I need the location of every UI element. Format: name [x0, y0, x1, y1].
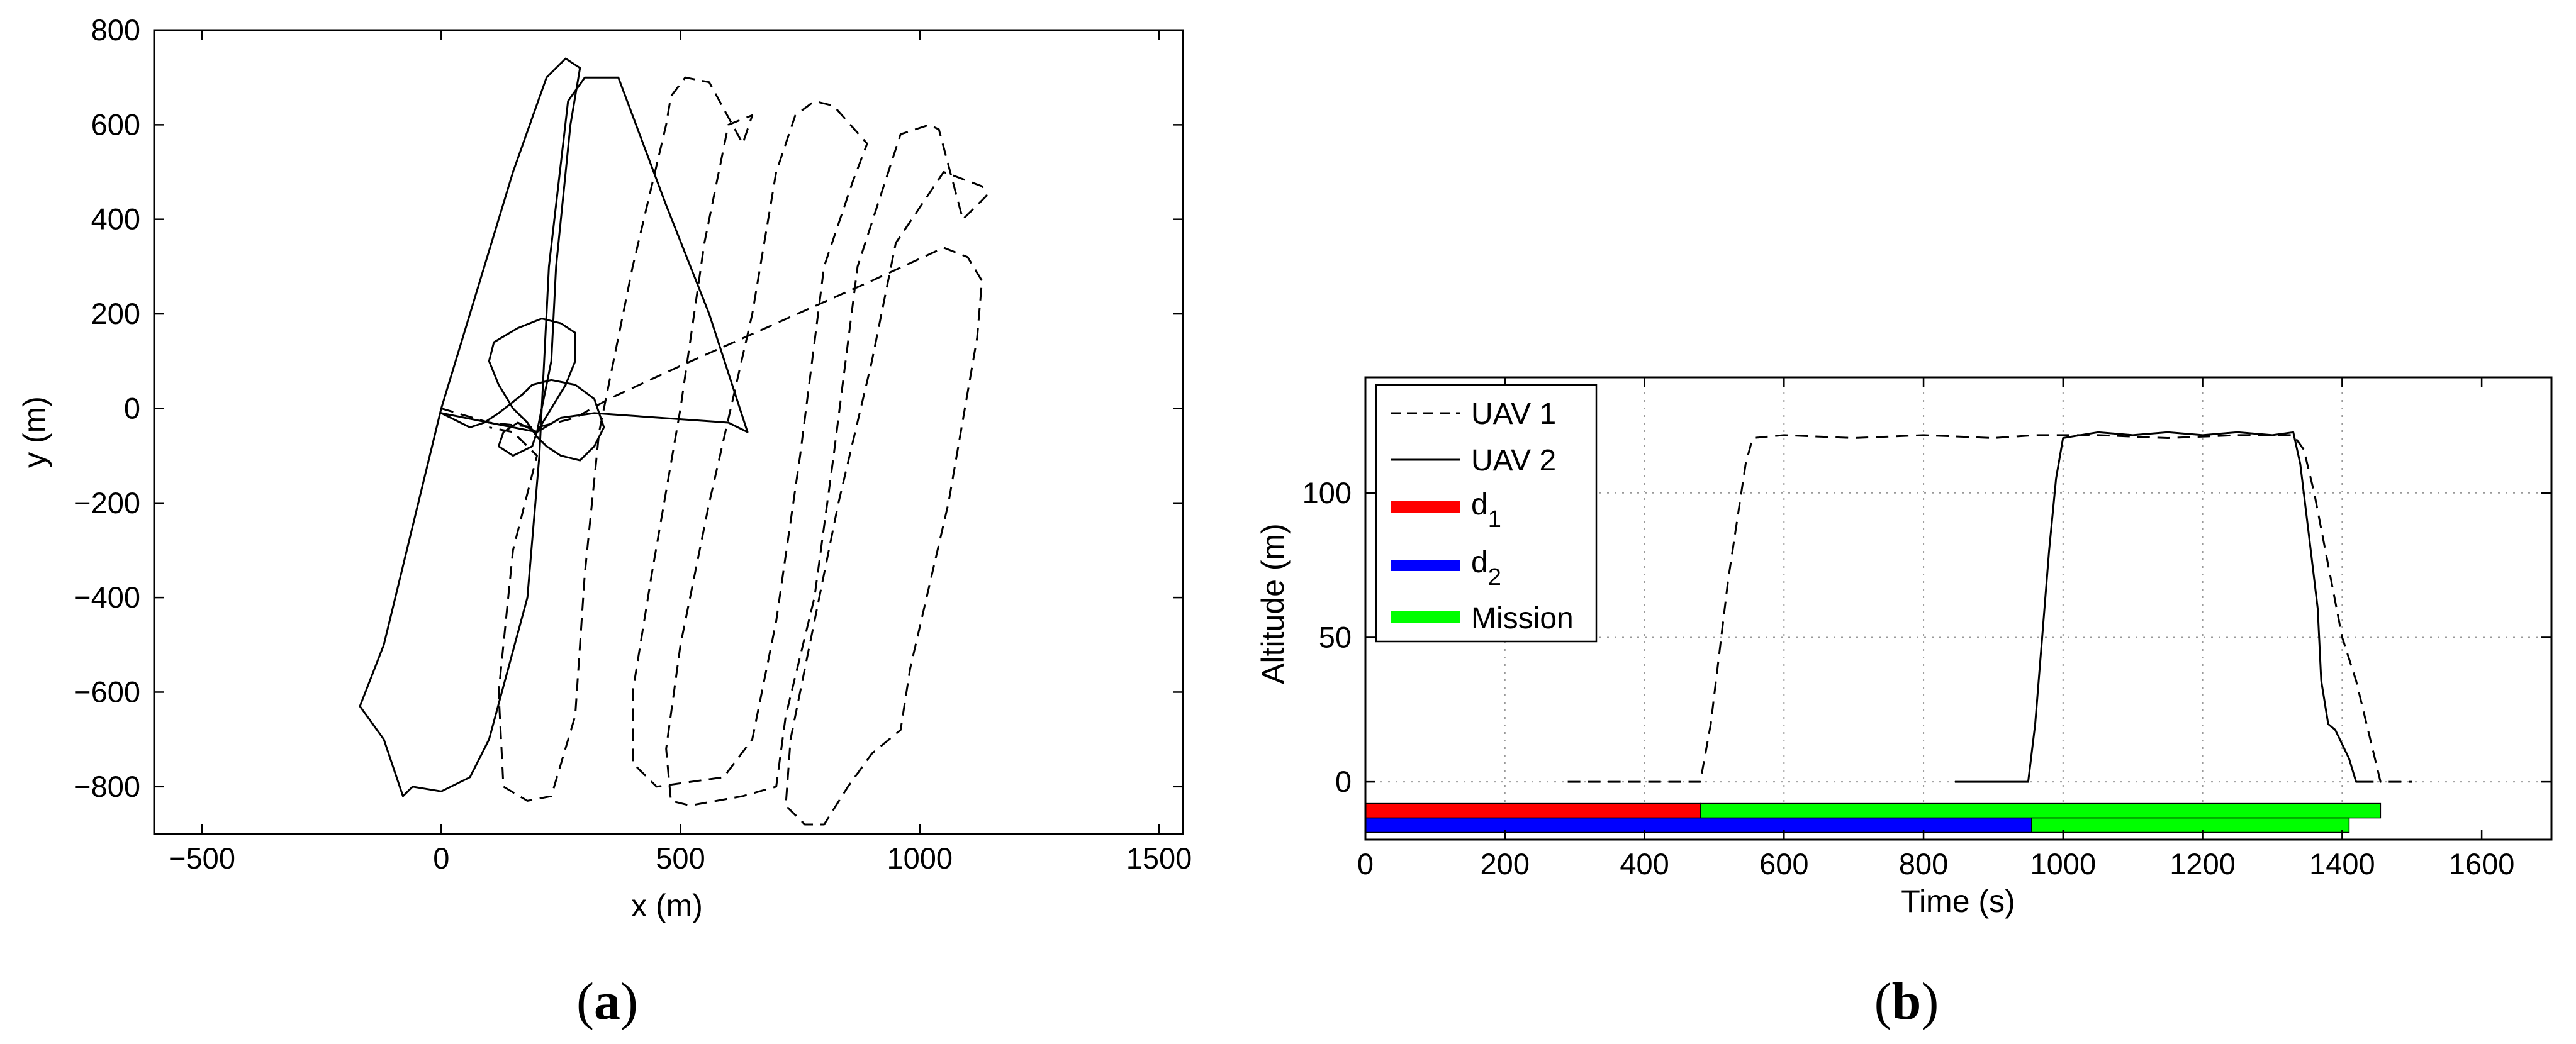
panel-a-ytick-label: 0: [124, 391, 140, 425]
panel-a-series-1-line: [440, 76, 988, 826]
panel-b-xtick-label: 1400: [2309, 847, 2375, 880]
legend-d2-letter: d: [1471, 546, 1488, 579]
panel-b-xtick-label: 800: [1899, 847, 1948, 880]
panel-a-label-open: (: [576, 972, 594, 1031]
panel-b-plot: 0 200 400 600 800 1000 1200 1400 1600 0 50 100 Time…: [1255, 376, 2553, 1031]
legend-mission-swatch: [1391, 611, 1460, 623]
panel-b-xtick-label: 0: [1357, 847, 1374, 880]
legend-mission-label: Mission: [1471, 602, 1574, 635]
panel-b-xtick-label: 1200: [2170, 847, 2236, 880]
panel-b-series-2-line: [1955, 431, 2374, 783]
panel-b-ticks: 0 200 400 600 800 1000 1200 1400 1600 0 50 100: [1302, 377, 2551, 880]
legend-d2-swatch: [1391, 560, 1460, 571]
timeline-bar-d2: [1365, 817, 2032, 833]
panel-a-ytick-label: −800: [74, 770, 140, 803]
panel-b-label-close: ): [1921, 972, 1939, 1031]
panel-b-label-open: (: [1874, 972, 1892, 1031]
panel-a-xtick-label: −500: [169, 841, 235, 875]
panel-b-xtick-label: 400: [1620, 847, 1669, 880]
panel-a-ytick-label: 600: [91, 108, 140, 141]
panel-b-xlabel: Time (s): [1901, 884, 2015, 919]
panel-a-xtick-label: 1000: [887, 841, 953, 875]
panel-a-plot: −500 0 500 1000 1500 −800 −600 −400 −200 0 200 400 6…: [17, 13, 1192, 1031]
panel-b-xtick-label: 1600: [2449, 847, 2515, 880]
panel-a-ytick-label: −400: [74, 580, 140, 614]
panel-b-xtick-label: 200: [1481, 847, 1530, 880]
panel-b-series: [1567, 431, 2412, 783]
panel-b-legend: UAV 1 UAV 2 d1 d2 Mission: [1375, 384, 1598, 643]
panel-b-label: (b): [1874, 972, 1939, 1031]
legend-d2-sub: 2: [1488, 564, 1501, 591]
legend-d2-label: d2: [1471, 546, 1501, 591]
panel-a-xlabel: x (m): [631, 888, 703, 923]
legend-d1-sub: 1: [1488, 506, 1501, 533]
timeline-bar-d1: [1365, 802, 1701, 819]
panel-b-label-letter: b: [1892, 972, 1922, 1031]
timeline-bar-mission: [1700, 802, 2382, 819]
legend-d1-label: d1: [1471, 488, 1501, 533]
timeline-bar-mission: [2031, 817, 2350, 833]
legend-d1-letter: d: [1471, 488, 1488, 521]
panel-a-label-letter: a: [594, 972, 620, 1031]
panel-b-series-1-line: [1567, 434, 2412, 783]
panel-a-label-close: ): [620, 972, 638, 1031]
panel-a-xtick-label: 0: [433, 841, 449, 875]
panel-b-axes-frame: [1364, 376, 2553, 841]
panel-b-ylabel: Altitude (m): [1255, 523, 1291, 684]
panel-a-xtick-label: 500: [656, 841, 705, 875]
panel-b-bars: [1365, 802, 2382, 833]
panel-b-xtick-label: 1000: [2030, 847, 2097, 880]
panel-a-ytick-label: 200: [91, 297, 140, 330]
panel-a-ytick-label: −600: [74, 675, 140, 708]
panel-b-ytick-label: 0: [1335, 765, 1352, 798]
legend-d1-swatch: [1391, 501, 1460, 513]
panel-a-ticks: −500 0 500 1000 1500 −800 −600 −400 −200 0 200 400 6…: [74, 13, 1192, 875]
panel-a-ytick-label: 800: [91, 13, 140, 47]
panel-a-ylabel: y (m): [17, 396, 52, 468]
panel-b-ytick-label: 50: [1319, 620, 1352, 653]
panel-a-series: [359, 57, 988, 826]
panel-a-series-2-line: [359, 57, 749, 797]
panel-a-ytick-label: 400: [91, 203, 140, 236]
panel-a-ytick-label: −200: [74, 486, 140, 519]
panel-a-axes-box: [153, 29, 1184, 835]
panel-b-ytick-label: 100: [1302, 476, 1352, 509]
legend-uav2-label: UAV 2: [1471, 444, 1556, 477]
panel-a-xtick-label: 1500: [1126, 841, 1192, 875]
panel-a-label: (a): [576, 972, 638, 1031]
legend-uav1-label: UAV 1: [1471, 397, 1556, 431]
panel-b-xtick-label: 600: [1759, 847, 1808, 880]
legend-box: [1375, 384, 1598, 643]
